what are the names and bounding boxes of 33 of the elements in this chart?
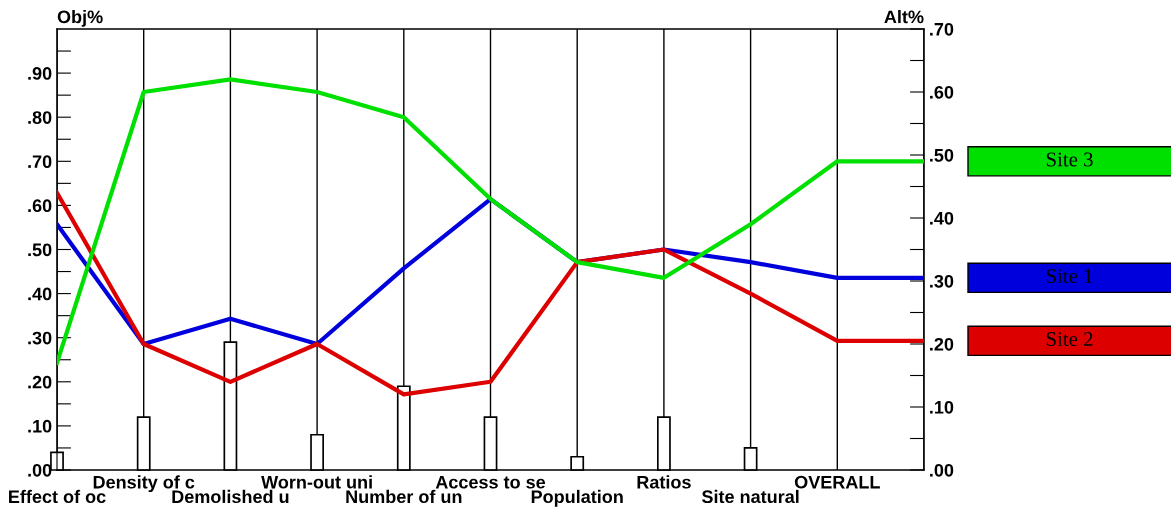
y-tick-label: .40: [28, 287, 52, 301]
y-tick-label: .50: [28, 243, 52, 257]
text: Site 3: [1046, 152, 1093, 167]
y-tick-label: .80: [28, 111, 52, 124]
text: Site 1: [1046, 269, 1093, 284]
x-tick-label: Worn-out uni: [261, 475, 372, 489]
y-tick-label: .60: [28, 199, 52, 213]
y2-tick-label: .10: [930, 400, 954, 414]
x-tick-label: Effect of oc: [9, 489, 106, 504]
y-tick-label: .20: [28, 375, 52, 389]
y-tick-label: .10: [28, 419, 52, 433]
x-tick-label: Site natural: [701, 489, 799, 504]
y2-tick-label: .50: [930, 148, 954, 162]
text: Site 2: [1046, 332, 1093, 347]
x-tick-label: OVERALL: [794, 475, 880, 489]
y2-tick-label: .00: [930, 463, 954, 477]
y-tick-label: .90: [28, 67, 52, 80]
y2-tick-label: .20: [930, 337, 954, 351]
y2-tick-label: .70: [930, 22, 954, 36]
y-tick-label: .70: [28, 155, 52, 169]
x-tick-label: Access to se: [435, 475, 546, 489]
y2-tick-label: .60: [930, 85, 954, 99]
y-tick-label: .30: [28, 331, 52, 345]
y-tick-label: .00: [28, 463, 52, 477]
x-tick-label: Ratios: [637, 475, 691, 489]
y2-axis-title: Alt%: [884, 9, 924, 24]
y2-tick-label: .30: [930, 274, 954, 288]
line-series: [57, 190, 924, 397]
y2-tick-label: .40: [930, 211, 954, 225]
line-series: [57, 77, 924, 365]
y-axis-title: Obj%: [57, 9, 103, 27]
x-tick-label: Number of un: [346, 489, 462, 504]
x-tick-label: Population: [531, 489, 623, 507]
